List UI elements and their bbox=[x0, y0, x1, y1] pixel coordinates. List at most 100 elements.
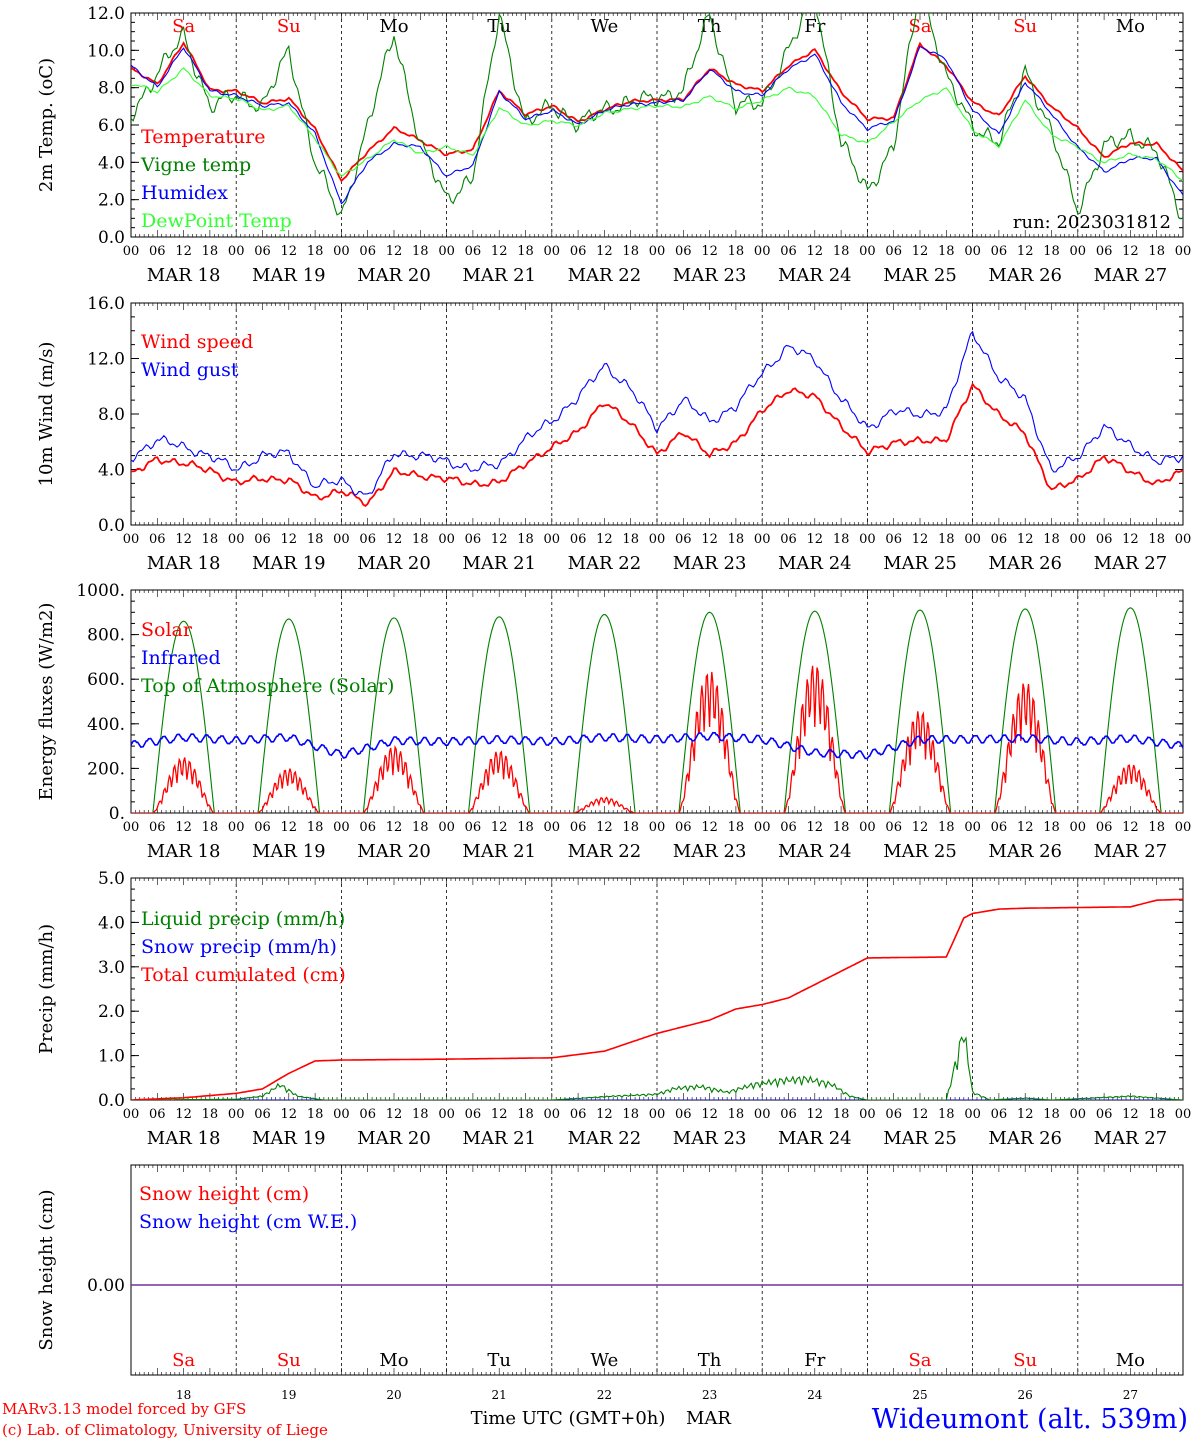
date-label: MAR 24 bbox=[778, 1128, 852, 1149]
date-label: MAR 18 bbox=[147, 553, 221, 574]
date-label: MAR 22 bbox=[568, 553, 642, 574]
hour-tick-label: 18 bbox=[307, 244, 324, 259]
date-label: MAR 23 bbox=[673, 265, 747, 286]
date-label: MAR 18 bbox=[147, 1128, 221, 1149]
y-tick-label: 8.0 bbox=[98, 79, 125, 99]
hour-tick-label: 12 bbox=[281, 532, 298, 547]
day-abbr: We bbox=[591, 1350, 619, 1371]
hour-tick-label: 12 bbox=[491, 532, 508, 547]
hour-tick-label: 00 bbox=[333, 532, 350, 547]
day-abbr: Mo bbox=[379, 1350, 408, 1371]
y-tick-label: 0.0 bbox=[98, 1091, 125, 1111]
day-abbr: Su bbox=[277, 16, 301, 37]
day-abbr: Th bbox=[698, 16, 722, 37]
day-abbr: Mo bbox=[379, 16, 408, 37]
hour-tick-label: 18 bbox=[517, 532, 534, 547]
hour-tick-label: 00 bbox=[544, 820, 561, 835]
date-label: MAR 25 bbox=[883, 265, 957, 286]
day-abbr: Fr bbox=[804, 16, 825, 37]
hour-tick-label: 12 bbox=[1017, 532, 1034, 547]
hour-tick-label: 18 bbox=[517, 1107, 534, 1122]
series-line-1 bbox=[131, 382, 1183, 508]
hour-tick-label: 18 bbox=[307, 1107, 324, 1122]
day-abbr: Tu bbox=[487, 1350, 511, 1371]
hour-tick-label: 06 bbox=[465, 532, 482, 547]
y-tick-label: 12.0 bbox=[87, 4, 125, 24]
y-tick-label: 0.0 bbox=[98, 516, 125, 536]
hour-tick-label: 06 bbox=[359, 244, 376, 259]
date-label: MAR 22 bbox=[568, 1128, 642, 1149]
hour-tick-label: 12 bbox=[1122, 1107, 1139, 1122]
hour-tick-label: 00 bbox=[859, 532, 876, 547]
date-label: MAR 24 bbox=[778, 841, 852, 862]
y-axis-label: Energy fluxes (W/m2) bbox=[36, 603, 57, 801]
hour-tick-label: 06 bbox=[570, 820, 587, 835]
credit-line-2: (c) Lab. of Climatology, University of L… bbox=[2, 1421, 328, 1439]
hour-tick-label: 06 bbox=[1096, 820, 1113, 835]
hour-tick-label: 18 bbox=[728, 1107, 745, 1122]
series-line-3 bbox=[131, 898, 1183, 1100]
hour-tick-label: 00 bbox=[1070, 532, 1087, 547]
day-number: 26 bbox=[1018, 1388, 1033, 1402]
hour-tick-label: 12 bbox=[807, 820, 824, 835]
y-axis-label: 10m Wind (m/s) bbox=[36, 342, 57, 487]
hour-tick-label: 18 bbox=[938, 244, 955, 259]
hour-tick-label: 06 bbox=[359, 1107, 376, 1122]
date-label: MAR 19 bbox=[252, 553, 326, 574]
panel-1: 0.0 2.0 4.0 6.0 8.0 10.0 12.0 2m Temp. (oC) 00 06… bbox=[36, 4, 1191, 286]
hour-tick-label: 00 bbox=[859, 244, 876, 259]
day-abbr: We bbox=[591, 16, 619, 37]
hour-tick-label: 06 bbox=[254, 244, 271, 259]
day-abbr: Mo bbox=[1116, 1350, 1145, 1371]
hour-tick-label: 12 bbox=[386, 532, 403, 547]
hour-tick-label: 06 bbox=[254, 532, 271, 547]
series-line-3 bbox=[131, 45, 1183, 205]
hour-tick-label: 18 bbox=[1148, 244, 1165, 259]
day-number: 19 bbox=[281, 1388, 296, 1402]
date-label: MAR 19 bbox=[252, 265, 326, 286]
y-tick-label: 2.0 bbox=[98, 191, 125, 211]
hour-tick-label: 06 bbox=[359, 532, 376, 547]
hour-tick-label: 00 bbox=[964, 1107, 981, 1122]
hour-tick-label: 00 bbox=[1175, 1107, 1192, 1122]
y-tick-label: 4.0 bbox=[98, 153, 125, 173]
hour-tick-label: 00 bbox=[964, 244, 981, 259]
hour-tick-label: 00 bbox=[228, 244, 245, 259]
hour-tick-label: 12 bbox=[701, 532, 718, 547]
legend-entry: Wind speed bbox=[141, 331, 253, 353]
hour-tick-label: 12 bbox=[491, 1107, 508, 1122]
y-tick-label: 200. bbox=[87, 759, 125, 779]
date-label: MAR 23 bbox=[673, 841, 747, 862]
hour-tick-label: 12 bbox=[175, 244, 192, 259]
hour-tick-label: 06 bbox=[885, 244, 902, 259]
hour-tick-label: 00 bbox=[754, 244, 771, 259]
hour-tick-label: 12 bbox=[175, 1107, 192, 1122]
date-label: MAR 27 bbox=[1094, 1128, 1168, 1149]
y-tick-label: 10.0 bbox=[87, 41, 125, 61]
day-number: 21 bbox=[492, 1388, 507, 1402]
date-label: MAR 23 bbox=[673, 553, 747, 574]
hour-tick-label: 00 bbox=[228, 532, 245, 547]
hour-tick-label: 06 bbox=[991, 820, 1008, 835]
hour-tick-label: 00 bbox=[754, 1107, 771, 1122]
hour-tick-label: 06 bbox=[1096, 1107, 1113, 1122]
hour-tick-label: 12 bbox=[1017, 244, 1034, 259]
hour-tick-label: 00 bbox=[123, 532, 140, 547]
series-line-3 bbox=[131, 607, 1183, 813]
day-number: 23 bbox=[702, 1388, 717, 1402]
date-label: MAR 19 bbox=[252, 1128, 326, 1149]
legend-entry: Snow precip (mm/h) bbox=[141, 936, 337, 958]
hour-tick-label: 06 bbox=[780, 820, 797, 835]
y-tick-label: 12.0 bbox=[87, 350, 125, 370]
hour-tick-label: 12 bbox=[1122, 820, 1139, 835]
x-axis-month: MAR bbox=[686, 1408, 731, 1429]
hour-tick-label: 18 bbox=[938, 532, 955, 547]
hour-tick-label: 12 bbox=[1122, 532, 1139, 547]
day-number: 27 bbox=[1123, 1388, 1138, 1402]
date-label: MAR 20 bbox=[357, 1128, 431, 1149]
legend-entry: Top of Atmosphere (Solar) bbox=[141, 675, 394, 697]
hour-tick-label: 12 bbox=[386, 1107, 403, 1122]
hour-tick-label: 00 bbox=[649, 244, 666, 259]
hour-tick-label: 06 bbox=[991, 1107, 1008, 1122]
